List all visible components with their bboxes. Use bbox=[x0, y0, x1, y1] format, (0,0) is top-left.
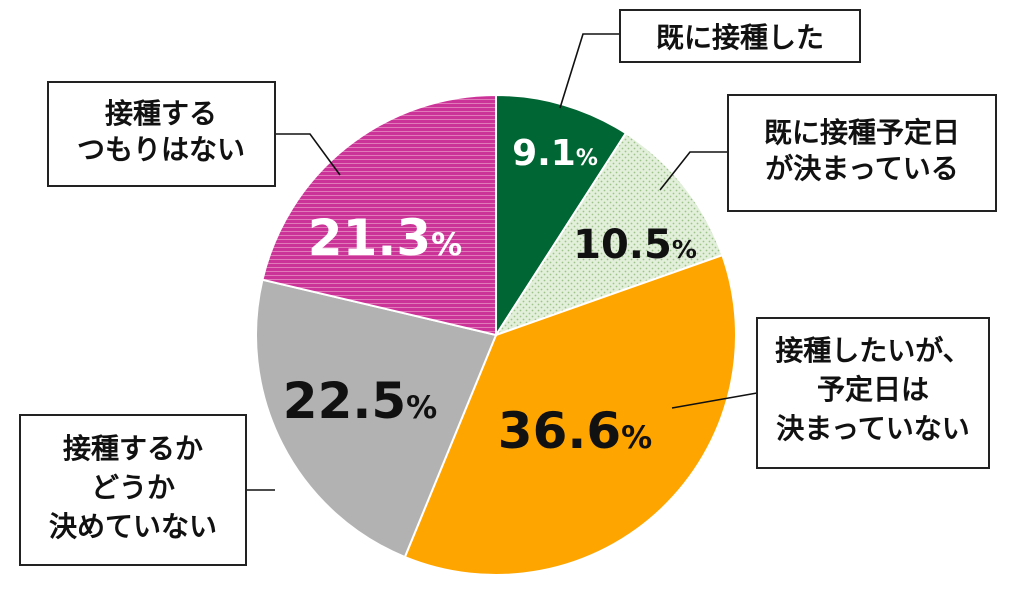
callout-text-line: 接種したいが、 bbox=[775, 334, 970, 367]
slice-value-percent-sign: % bbox=[406, 390, 437, 426]
slice-value-label-5: 21.3% bbox=[308, 209, 462, 267]
callout-box bbox=[47, 81, 276, 187]
slice-value-number: 9.1 bbox=[512, 133, 576, 174]
pie-slice-1 bbox=[495, 93, 628, 339]
callout-box bbox=[727, 94, 997, 212]
callout-labels: 既に接種した既に接種予定日が決まっている接種したいが、予定日は決まっていない接種… bbox=[19, 9, 997, 566]
slice-value-percent-sign: % bbox=[672, 235, 697, 264]
callout-text-line: 既に接種した bbox=[656, 21, 824, 54]
slice-value-percent-sign: % bbox=[576, 146, 598, 171]
callout-box bbox=[619, 9, 861, 63]
slice-value-label-3: 36.6% bbox=[498, 402, 652, 460]
callout-text-line: 接種するか bbox=[63, 432, 203, 465]
slice-value-label-2: 10.5% bbox=[573, 222, 697, 268]
callout-text-line: つもりはない bbox=[77, 133, 245, 166]
callout-text-line: どうか bbox=[91, 471, 175, 504]
callout-text-line: 既に接種予定日 bbox=[764, 116, 960, 149]
callout-box bbox=[19, 414, 247, 566]
callout-1: 既に接種した bbox=[559, 9, 861, 109]
callout-text-line: 決めていない bbox=[49, 510, 217, 543]
slice-value-number: 22.5 bbox=[283, 372, 406, 430]
callout-leader-line bbox=[671, 392, 758, 409]
slice-value-label-4: 22.5% bbox=[283, 372, 437, 430]
callout-leader-line bbox=[659, 151, 728, 191]
slice-value-percent-sign: % bbox=[621, 420, 652, 456]
slice-value-number: 36.6 bbox=[498, 402, 621, 460]
callout-text-line: 予定日は bbox=[817, 373, 929, 406]
pie-slice-4 bbox=[255, 278, 498, 559]
callout-leader-line bbox=[275, 133, 341, 176]
callout-box bbox=[756, 317, 990, 469]
pie-slices bbox=[255, 93, 737, 576]
slice-value-percent-sign: % bbox=[431, 227, 462, 263]
slice-value-labels: 9.1%10.5%36.6%22.5%21.3% bbox=[283, 133, 697, 460]
callout-leader-line bbox=[559, 33, 620, 109]
slice-value-number: 21.3 bbox=[308, 209, 431, 267]
slice-value-number: 10.5 bbox=[573, 222, 672, 268]
pie-slice-5 bbox=[261, 93, 497, 337]
pie-slice-3 bbox=[403, 253, 737, 576]
callout-text-line: 決まっていない bbox=[776, 412, 969, 445]
slice-value-label-1: 9.1% bbox=[512, 133, 598, 174]
callout-text-line: 接種する bbox=[105, 97, 217, 130]
callout-text-line: が決まっている bbox=[765, 152, 958, 185]
